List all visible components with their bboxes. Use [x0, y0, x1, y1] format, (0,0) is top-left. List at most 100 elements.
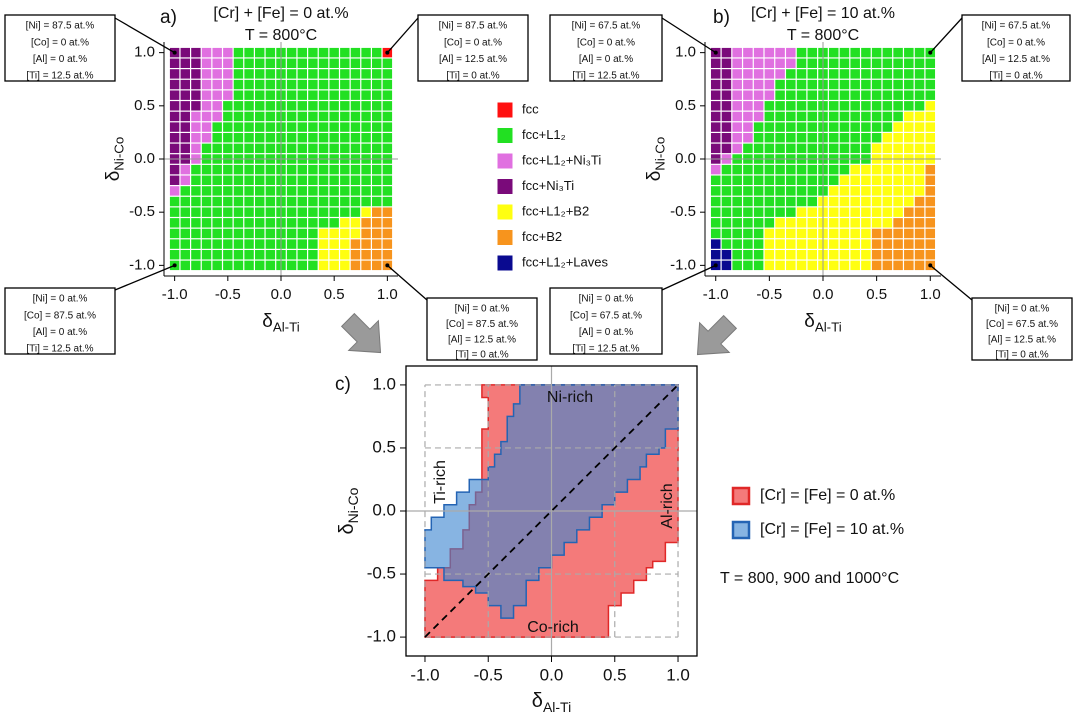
phase-cell — [350, 143, 361, 154]
phase-cell — [893, 186, 903, 196]
phase-cell — [361, 164, 371, 175]
leader-line — [661, 17, 717, 54]
phase-cell — [743, 228, 753, 239]
phase-cell — [350, 260, 361, 271]
phase-cell — [850, 186, 860, 196]
phase-cell — [850, 218, 860, 228]
phase-cell — [871, 186, 882, 196]
phase-cell — [828, 111, 839, 122]
phase-cell — [893, 101, 903, 111]
phase-cell — [340, 218, 350, 228]
phase-cell — [893, 260, 903, 271]
legend-swatch — [496, 229, 514, 246]
phase-cell — [255, 175, 265, 185]
phase-cell — [807, 250, 818, 260]
phase-cell — [318, 101, 329, 111]
phase-cell — [732, 90, 742, 100]
phase-cell — [743, 218, 753, 228]
phase-cell — [297, 122, 307, 132]
phase-cell — [732, 79, 742, 90]
phase-cell — [265, 47, 276, 58]
phase-cell — [297, 260, 307, 271]
legend-swatch — [496, 178, 514, 195]
phase-cell — [382, 90, 393, 100]
phase-cell — [169, 164, 180, 175]
phase-cell — [871, 164, 882, 175]
phase-cell — [233, 164, 244, 175]
phase-cell — [871, 143, 882, 154]
panel-label: a) — [160, 7, 177, 28]
phase-cell — [828, 69, 839, 79]
phase-cell — [318, 218, 329, 228]
phase-cell — [743, 69, 753, 79]
phase-cell — [255, 186, 265, 196]
phase-cell — [244, 58, 254, 68]
leader-line — [386, 17, 419, 54]
phase-cell — [732, 111, 742, 122]
panel-label: c) — [335, 374, 351, 395]
phase-cell — [710, 186, 721, 196]
composition-line: [Ni] = 87.5 at.% — [26, 21, 95, 32]
phase-cell — [893, 69, 903, 79]
phase-cell — [893, 196, 903, 207]
phase-cell — [180, 228, 190, 239]
phase-cell — [828, 175, 839, 185]
phase-cell — [753, 218, 764, 228]
phase-cell — [180, 133, 190, 143]
phase-cell — [871, 122, 882, 132]
phase-cell — [893, 164, 903, 175]
phase-cell — [807, 79, 818, 90]
composition-line: [Ni] = 0 at.% — [579, 294, 634, 305]
arrow-shape — [696, 314, 738, 356]
phase-cell — [882, 228, 893, 239]
phase-cell — [329, 228, 339, 239]
phase-cell — [786, 47, 796, 58]
phase-cell — [318, 79, 329, 90]
phase-cell — [318, 250, 329, 260]
phase-cell — [180, 47, 190, 58]
phase-cell — [786, 228, 796, 239]
phase-cell — [329, 175, 339, 185]
phase-cell — [839, 196, 850, 207]
x-tick-label: -0.5 — [756, 286, 782, 303]
phase-cell — [721, 196, 732, 207]
phase-cell — [914, 239, 925, 249]
phase-cell — [839, 122, 850, 132]
phase-cell — [255, 207, 265, 217]
phase-cell — [721, 207, 732, 217]
subscript: Ni-Co — [652, 137, 667, 171]
region-label: Ti-rich — [432, 460, 449, 504]
phase-cell — [753, 69, 764, 79]
phase-cell — [904, 58, 914, 68]
y-tick-label: 0.5 — [372, 437, 396, 456]
phase-cell — [786, 196, 796, 207]
phase-cell — [382, 58, 393, 68]
phase-cell — [318, 111, 329, 122]
composition-line: [Ti] = 12.5 at.% — [572, 344, 639, 355]
phase-cell — [893, 133, 903, 143]
phase-cell — [286, 218, 297, 228]
phase-cell — [265, 218, 276, 228]
phase-cell — [839, 186, 850, 196]
phase-cell — [850, 175, 860, 185]
phase-cell — [372, 164, 382, 175]
phase-cell — [372, 218, 382, 228]
phase-cell — [297, 69, 307, 79]
phase-cell — [721, 218, 732, 228]
phase-cell — [329, 218, 339, 228]
phase-cell — [265, 250, 276, 260]
phase-cell — [201, 122, 212, 132]
phase-cell — [265, 79, 276, 90]
phase-cell — [297, 250, 307, 260]
phase-cell — [212, 69, 222, 79]
phase-cell — [201, 133, 212, 143]
phase-cell — [764, 69, 775, 79]
phase-cell — [850, 133, 860, 143]
y-tick-label: 1.0 — [372, 374, 396, 393]
phase-cell — [861, 175, 871, 185]
phase-cell — [764, 122, 775, 132]
y-tick-label: 0.0 — [134, 150, 155, 167]
phase-cell — [244, 122, 254, 132]
phase-cell — [882, 133, 893, 143]
phase-cell — [764, 207, 775, 217]
